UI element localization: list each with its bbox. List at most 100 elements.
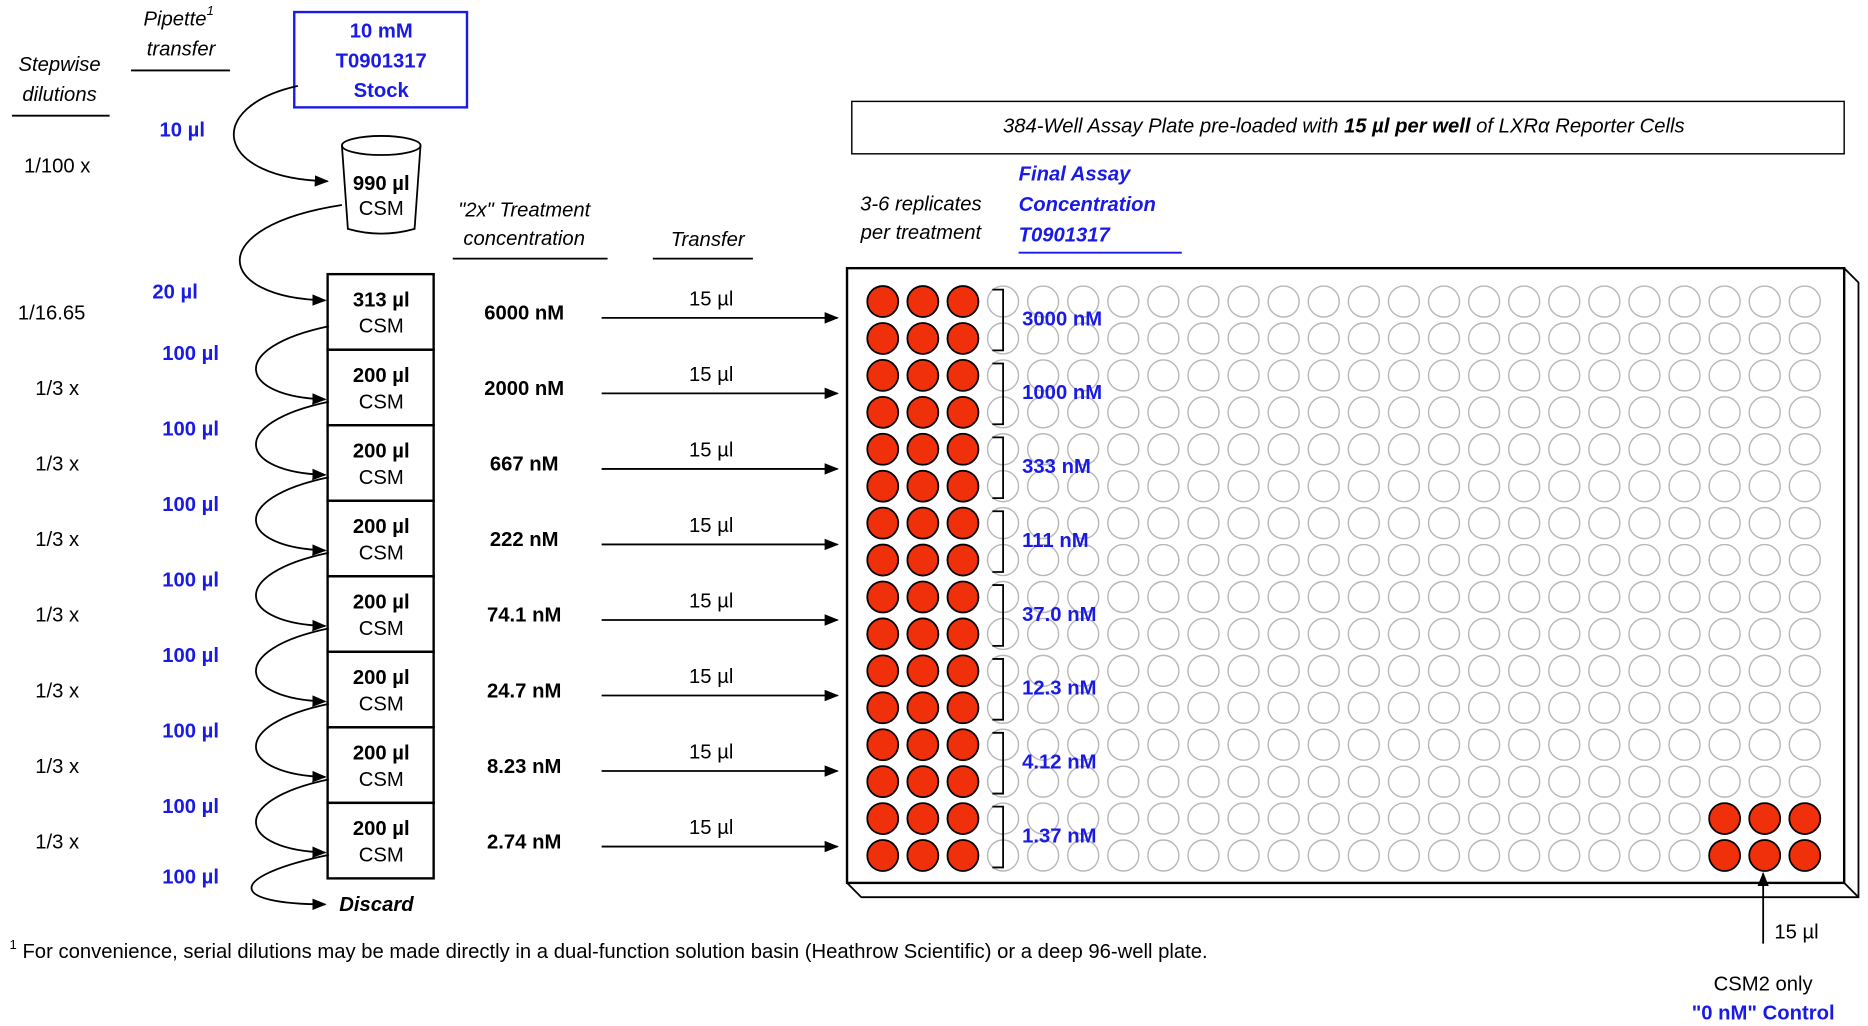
ratio: 1/3 x	[35, 756, 79, 778]
empty-well	[1267, 839, 1300, 872]
empty-well	[1788, 506, 1822, 540]
empty-well	[1668, 691, 1701, 724]
empty-well	[1588, 765, 1621, 798]
arrow	[255, 325, 329, 405]
final-conc: 1000 nM	[1022, 382, 1102, 404]
stepwise-header: dilutions	[22, 84, 96, 106]
empty-well	[1588, 654, 1621, 688]
conc-2x: 24.7 nM	[487, 680, 561, 702]
empty-well	[1267, 691, 1300, 724]
volume: 100 µl	[162, 494, 219, 516]
empty-well	[1227, 765, 1260, 798]
treated-well	[866, 765, 900, 799]
empty-well	[1067, 654, 1100, 688]
tube-volume: 200 µl	[353, 743, 410, 765]
empty-well	[1427, 654, 1461, 688]
treated-well	[866, 691, 900, 725]
empty-well	[1267, 359, 1300, 392]
empty-well	[1387, 433, 1421, 466]
empty-well	[1588, 396, 1621, 429]
empty-well	[1588, 433, 1621, 466]
tube-medium: CSM	[359, 844, 404, 866]
empty-well	[1307, 728, 1340, 761]
empty-well	[1467, 654, 1501, 688]
final-conc: 12.3 nM	[1022, 678, 1096, 700]
empty-well	[1067, 728, 1100, 761]
empty-well	[1026, 728, 1060, 761]
conc-2x: 222 nM	[490, 529, 559, 551]
empty-well	[1748, 728, 1781, 761]
treated-well	[1788, 802, 1822, 835]
empty-well	[1467, 396, 1501, 429]
empty-well	[1748, 543, 1781, 577]
empty-well	[1588, 543, 1621, 577]
empty-well	[1227, 506, 1260, 540]
empty-well	[1708, 765, 1741, 798]
empty-well	[1548, 765, 1581, 798]
treated-well	[946, 728, 980, 762]
empty-well	[1467, 469, 1501, 503]
empty-well	[1628, 839, 1661, 872]
empty-well	[1427, 580, 1461, 614]
empty-well	[1347, 322, 1381, 355]
empty-well	[1307, 396, 1340, 429]
empty-well	[1548, 285, 1581, 318]
transfer-header: Transfer	[671, 229, 746, 251]
stock-label: T0901317	[336, 50, 427, 72]
treated-well	[866, 432, 900, 466]
treated-well	[866, 802, 900, 835]
empty-well	[1107, 322, 1140, 355]
empty-well	[1147, 691, 1180, 724]
empty-well	[1668, 359, 1701, 392]
treated-well	[1788, 839, 1822, 872]
bracket	[992, 362, 1004, 426]
empty-well	[1467, 506, 1501, 540]
treated-well	[906, 728, 940, 762]
volume: 100 µl	[162, 343, 219, 365]
empty-well	[1588, 359, 1621, 392]
empty-well	[1067, 469, 1100, 503]
volume: 100 µl	[162, 796, 219, 818]
empty-well	[1427, 285, 1461, 318]
treated-well	[946, 506, 980, 540]
volume: 100 µl	[162, 418, 219, 440]
empty-well	[1026, 765, 1060, 798]
treated-well	[866, 839, 900, 872]
empty-well	[1107, 839, 1140, 872]
treated-well	[946, 839, 980, 872]
empty-well	[1267, 802, 1300, 835]
empty-well	[1788, 396, 1822, 429]
empty-well	[1507, 839, 1541, 872]
empty-well	[1067, 359, 1100, 392]
empty-well	[1467, 617, 1501, 651]
empty-well	[1708, 285, 1741, 318]
empty-well	[1026, 654, 1060, 688]
treated-well	[866, 580, 900, 614]
empty-well	[1548, 506, 1581, 540]
tube	[326, 650, 435, 729]
empty-well	[1227, 617, 1260, 651]
empty-well	[1147, 580, 1180, 614]
replicates-header: per treatment	[860, 222, 983, 244]
empty-well	[1067, 617, 1100, 651]
empty-well	[1588, 691, 1621, 724]
treated-well	[866, 617, 900, 651]
empty-well	[1267, 543, 1300, 577]
empty-well	[1067, 322, 1100, 355]
empty-well	[1347, 433, 1381, 466]
beaker-medium: CSM	[359, 198, 404, 220]
treated-well	[946, 654, 980, 688]
empty-well	[1548, 654, 1581, 688]
empty-well	[1668, 433, 1701, 466]
empty-well	[1347, 617, 1381, 651]
stock-box	[293, 10, 469, 109]
replicates-header: 3-6 replicates	[860, 193, 982, 215]
empty-well	[1427, 765, 1461, 798]
treated-well	[946, 395, 980, 429]
volume: 10 µl	[160, 120, 205, 142]
conc-2x: 6000 nM	[484, 303, 564, 325]
volume: 100 µl	[162, 720, 219, 742]
empty-well	[1147, 543, 1180, 577]
empty-well	[1307, 802, 1340, 835]
treated-well	[1708, 802, 1742, 835]
